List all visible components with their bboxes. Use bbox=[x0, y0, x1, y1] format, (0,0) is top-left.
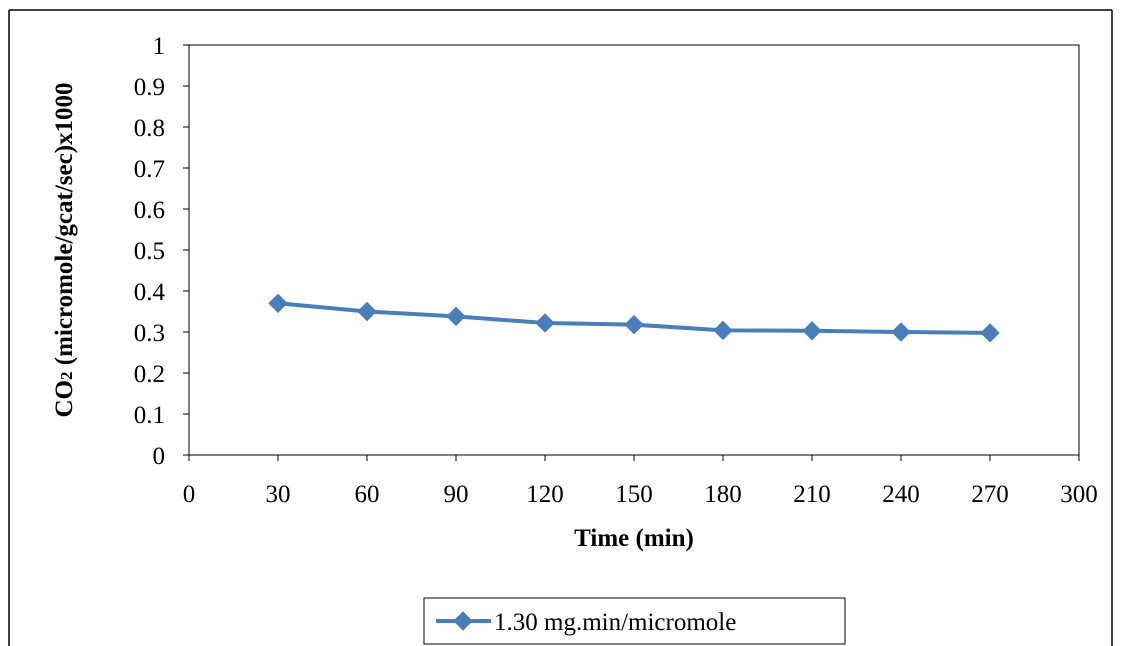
data-point-marker bbox=[357, 301, 377, 322]
y-tick-label: 0.5 bbox=[134, 238, 165, 265]
x-tick-label: 210 bbox=[793, 481, 831, 508]
plot-area bbox=[188, 44, 1080, 456]
y-axis-ticks: 0 0.1 0.2 0.3 0.4 0.5 0.6 0.7 0.8 0.9 1 bbox=[134, 33, 189, 470]
y-tick-label: 0.8 bbox=[134, 115, 165, 142]
y-tick-label: 1 bbox=[153, 33, 166, 60]
y-tick-label: 0.1 bbox=[134, 402, 165, 429]
x-tick-label: 270 bbox=[971, 481, 1009, 508]
series-layer bbox=[268, 293, 1000, 343]
y-axis-title-part-1: CO bbox=[51, 380, 78, 418]
data-point-marker bbox=[268, 293, 288, 314]
x-tick-label: 300 bbox=[1060, 481, 1098, 508]
y-axis-title: CO2 (micromole/gcat/sec)x1000 bbox=[51, 82, 78, 417]
x-tick-label: 180 bbox=[704, 481, 742, 508]
y-tick-label: 0.3 bbox=[134, 320, 165, 347]
y-tick-label: 0.4 bbox=[134, 279, 166, 306]
data-point-marker bbox=[446, 306, 466, 327]
legend-marker-swatch bbox=[453, 611, 473, 631]
y-tick-label: 0.9 bbox=[134, 74, 165, 101]
x-axis-ticks: 0 30 60 90 120 150 180 210 240 270 300 bbox=[183, 455, 1098, 508]
data-point-marker bbox=[535, 313, 555, 333]
y-axis-title-subscript: 2 bbox=[57, 372, 76, 381]
y-tick-label: 0.2 bbox=[134, 361, 165, 388]
x-tick-label: 30 bbox=[266, 481, 291, 508]
data-point-marker bbox=[980, 323, 1000, 343]
legend-box bbox=[423, 597, 846, 645]
x-tick-label: 150 bbox=[615, 481, 653, 508]
x-tick-label: 120 bbox=[526, 481, 564, 508]
y-axis-title-part-2: (micromole/gcat/sec)x1000 bbox=[51, 82, 78, 371]
legend: 1.30 mg.min/micromole bbox=[423, 597, 846, 645]
x-tick-label: 90 bbox=[444, 481, 469, 508]
x-tick-label: 240 bbox=[882, 481, 920, 508]
x-tick-label: 0 bbox=[183, 481, 196, 508]
x-tick-label: 60 bbox=[355, 481, 380, 508]
y-tick-label: 0 bbox=[153, 443, 166, 470]
data-point-marker bbox=[713, 320, 733, 341]
y-tick-label: 0.7 bbox=[134, 156, 165, 183]
data-point-marker bbox=[891, 322, 911, 342]
data-point-marker bbox=[802, 321, 822, 341]
data-point-marker bbox=[624, 314, 644, 335]
legend-label: 1.30 mg.min/micromole bbox=[494, 609, 736, 636]
x-axis-title: Time (min) bbox=[574, 525, 694, 552]
y-tick-label: 0.6 bbox=[134, 197, 165, 224]
